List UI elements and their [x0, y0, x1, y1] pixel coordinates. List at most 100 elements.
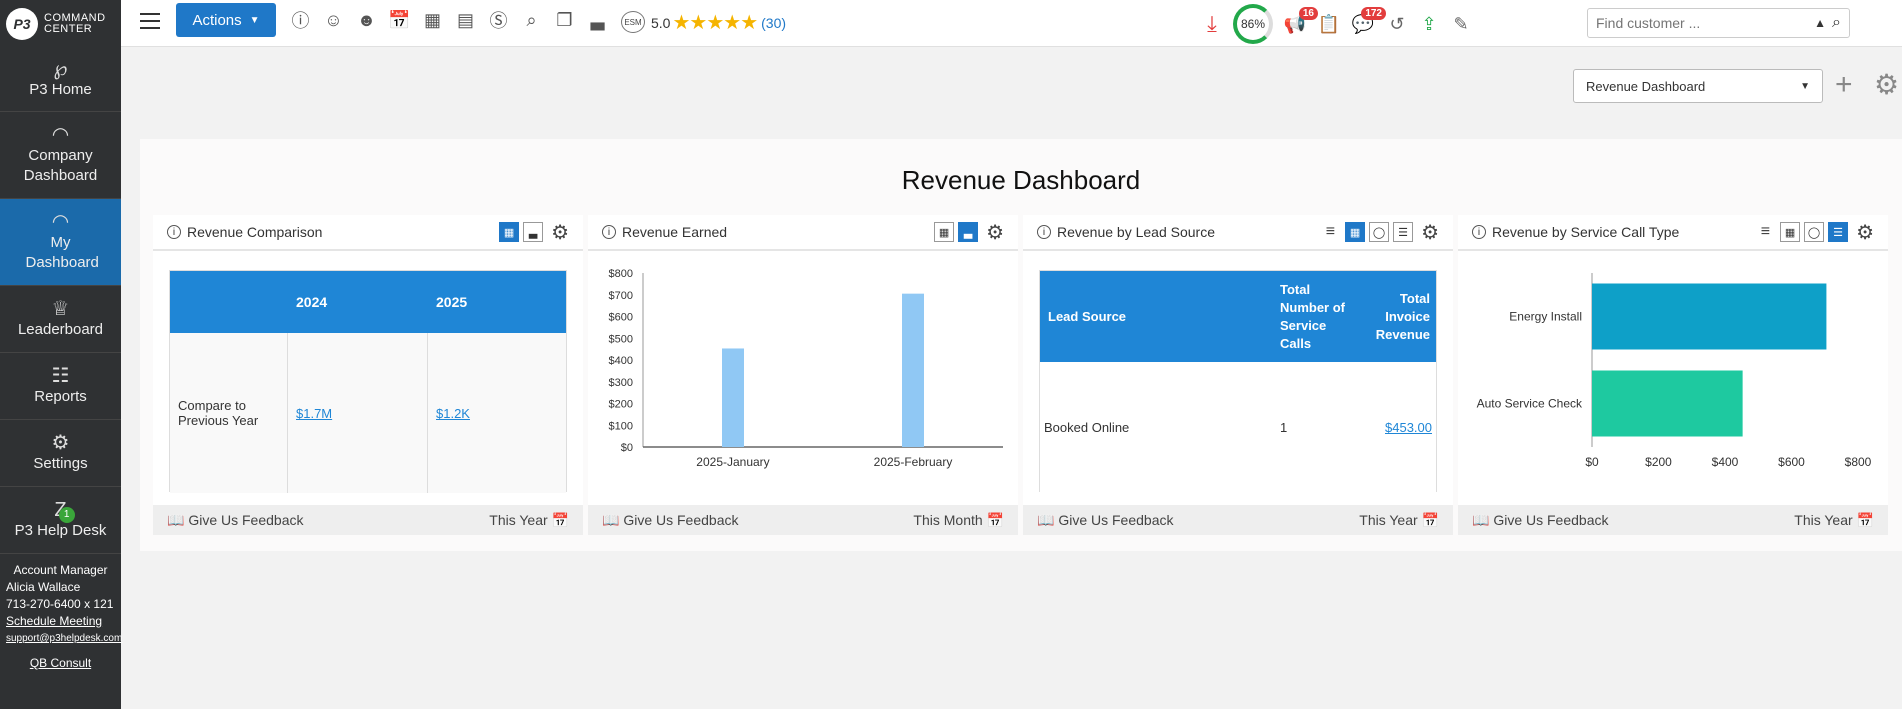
x-tick-label: $400: [1712, 455, 1739, 469]
widget-revenue-comparison: i Revenue Comparison ▦ ▃ ⚙ 2024 2025 Com…: [153, 215, 583, 535]
bar: [1592, 283, 1827, 350]
sidebar-item-label: My Dashboard: [25, 234, 99, 271]
widget-title: Revenue Comparison: [187, 224, 323, 240]
y-tick-label: Auto Service Check: [1477, 397, 1583, 411]
bar-chart-view-icon[interactable]: ▃: [958, 222, 979, 242]
qb-consult-link[interactable]: QB Consult: [29, 656, 92, 670]
feedback-link[interactable]: 📖 Give Us Feedback: [1472, 511, 1609, 528]
app-logo[interactable]: P3 COMMAND CENTER: [0, 0, 121, 47]
history-icon[interactable]: ↺: [1389, 13, 1405, 34]
search-input[interactable]: [1596, 15, 1796, 31]
value-link[interactable]: $1.2K: [436, 405, 470, 421]
search-customer-icon[interactable]: ☻: [357, 9, 376, 30]
zendesk-icon: Z1: [54, 499, 75, 523]
search-icon[interactable]: ⌕: [1832, 14, 1841, 31]
search-invoice-icon[interactable]: ⌕: [526, 9, 537, 30]
sidebar-item-p3-home[interactable]: ℘ P3 Home: [0, 47, 121, 112]
feedback-link[interactable]: 📖 Give Us Feedback: [167, 511, 304, 528]
period-selector[interactable]: This Year 📅: [1359, 511, 1439, 528]
account-manager-info: Account Manager Alicia Wallace 713-270-6…: [0, 554, 123, 680]
support-email-link[interactable]: support@p3helpdesk.com: [6, 633, 123, 644]
info-icon[interactable]: i: [1037, 225, 1051, 239]
table-view-icon[interactable]: ▦: [934, 222, 955, 242]
horizontal-bar-view-icon[interactable]: ☰: [1828, 222, 1849, 242]
messages-icon[interactable]: 💬 172: [1349, 7, 1386, 38]
account-name: Alicia Wallace: [6, 580, 81, 594]
table-view-icon[interactable]: ▦: [1780, 222, 1801, 242]
edit-icon[interactable]: ✎: [1453, 13, 1469, 34]
gear-icon[interactable]: ⚙: [1421, 221, 1439, 244]
table-view-icon[interactable]: ▦: [1345, 222, 1366, 242]
schedule-icon[interactable]: ▤: [456, 9, 474, 30]
add-appointment-icon[interactable]: 📅: [388, 9, 411, 30]
widget-title: Revenue Earned: [622, 224, 728, 240]
sidebar-item-p3-help-desk[interactable]: Z1 P3 Help Desk: [0, 487, 121, 554]
gear-icon[interactable]: ⚙: [551, 221, 569, 244]
announcements-icon[interactable]: 📢 16: [1281, 7, 1318, 38]
add-invoice-icon[interactable]: Ⓢ: [489, 11, 508, 31]
sidebar-item-label: Company Dashboard: [23, 147, 98, 184]
caret-down-icon: ▼: [1800, 80, 1810, 92]
y-tick-label: $500: [609, 333, 633, 345]
y-tick-label: $600: [609, 312, 633, 324]
y-tick-label: $0: [621, 442, 633, 454]
x-tick-label: 2025-January: [696, 455, 769, 469]
report-icon: ☷: [51, 365, 70, 387]
download-icon[interactable]: ⤓: [1207, 11, 1217, 36]
help-icon[interactable]: ⓘ: [291, 11, 310, 31]
rating-count[interactable]: (30): [761, 14, 787, 31]
add-customer-icon[interactable]: ☺: [324, 9, 343, 30]
pie-chart-view-icon[interactable]: ◯: [1369, 222, 1390, 242]
info-icon[interactable]: i: [602, 225, 616, 239]
sidebar-item-leaderboard[interactable]: ♕ Leaderboard: [0, 286, 121, 353]
helpdesk-badge: 1: [58, 507, 75, 523]
notification-badge: 16: [1298, 7, 1318, 20]
caret-up-icon[interactable]: ▲: [1814, 16, 1827, 30]
esm-icon[interactable]: ESM: [621, 11, 645, 33]
rating[interactable]: 5.0 ★★★★★ (30): [651, 10, 786, 35]
add-dashboard-icon[interactable]: +: [1835, 68, 1853, 101]
schedule-meeting-link[interactable]: Schedule Meeting: [6, 614, 103, 628]
filter-icon[interactable]: ≡: [1325, 223, 1336, 240]
calendar-icon[interactable]: ▦: [423, 9, 441, 30]
period-selector[interactable]: This Year 📅: [489, 511, 569, 528]
sidebar-item-my-dashboard[interactable]: ◠ My Dashboard: [0, 199, 121, 286]
revenue-link[interactable]: $453.00: [1385, 419, 1432, 435]
pie-chart-view-icon[interactable]: ◯: [1804, 222, 1825, 242]
horizontal-bar-view-icon[interactable]: ☰: [1393, 222, 1414, 242]
account-phone: 713-270-6400 x 121: [6, 597, 114, 611]
bar-chart-view-icon[interactable]: ▃: [523, 222, 544, 242]
period-selector[interactable]: This Year 📅: [1794, 511, 1874, 528]
feedback-link[interactable]: 📖 Give Us Feedback: [1037, 511, 1174, 528]
bar: [902, 293, 924, 447]
dashboard-select[interactable]: Revenue Dashboard ▼: [1573, 69, 1823, 103]
gear-icon[interactable]: ⚙: [1856, 221, 1874, 244]
sidebar-item-reports[interactable]: ☷ Reports: [0, 353, 121, 420]
bar-chart-icon[interactable]: ▃: [590, 9, 605, 30]
filter-icon[interactable]: ≡: [1760, 223, 1771, 240]
sidebar-item-settings[interactable]: ⚙ Settings: [0, 420, 121, 487]
logo-line1: COMMAND: [44, 11, 106, 24]
feedback-link[interactable]: 📖 Give Us Feedback: [602, 511, 739, 528]
x-tick-label: $0: [1585, 455, 1599, 469]
info-icon[interactable]: i: [167, 225, 181, 239]
documents-icon[interactable]: ❐: [556, 9, 573, 30]
value-link[interactable]: $1.7M: [296, 405, 333, 421]
info-icon[interactable]: i: [1472, 225, 1486, 239]
gear-icon: ⚙: [51, 432, 70, 454]
service-call-type-chart: $0 $200 $400 $600 $800 Energy Install Auto Ser…: [1477, 273, 1872, 469]
rating-value: 5.0: [651, 14, 671, 31]
clipboard-icon[interactable]: 📋: [1317, 13, 1341, 34]
period-selector[interactable]: This Month 📅: [913, 511, 1004, 528]
sidebar-item-company-dashboard[interactable]: ◠ Company Dashboard: [0, 112, 121, 199]
caret-down-icon: ▼: [249, 14, 260, 26]
table-view-icon[interactable]: ▦: [499, 222, 520, 242]
hamburger-menu-icon[interactable]: [140, 13, 160, 29]
actions-button[interactable]: Actions ▼: [176, 3, 276, 37]
dashboard-settings-icon[interactable]: ⚙: [1874, 69, 1900, 100]
gear-icon[interactable]: ⚙: [986, 221, 1004, 244]
right-toolbar: ⤓ 86% 📢 16 📋 💬 172 ↺ ⇪ ✎: [1199, 4, 1473, 44]
export-icon[interactable]: ⇪: [1421, 13, 1437, 34]
progress-gauge[interactable]: 86%: [1233, 4, 1273, 44]
widget-revenue-by-lead-source: i Revenue by Lead Source ≡ ▦ ◯ ☰ ⚙ Lead …: [1023, 215, 1453, 535]
